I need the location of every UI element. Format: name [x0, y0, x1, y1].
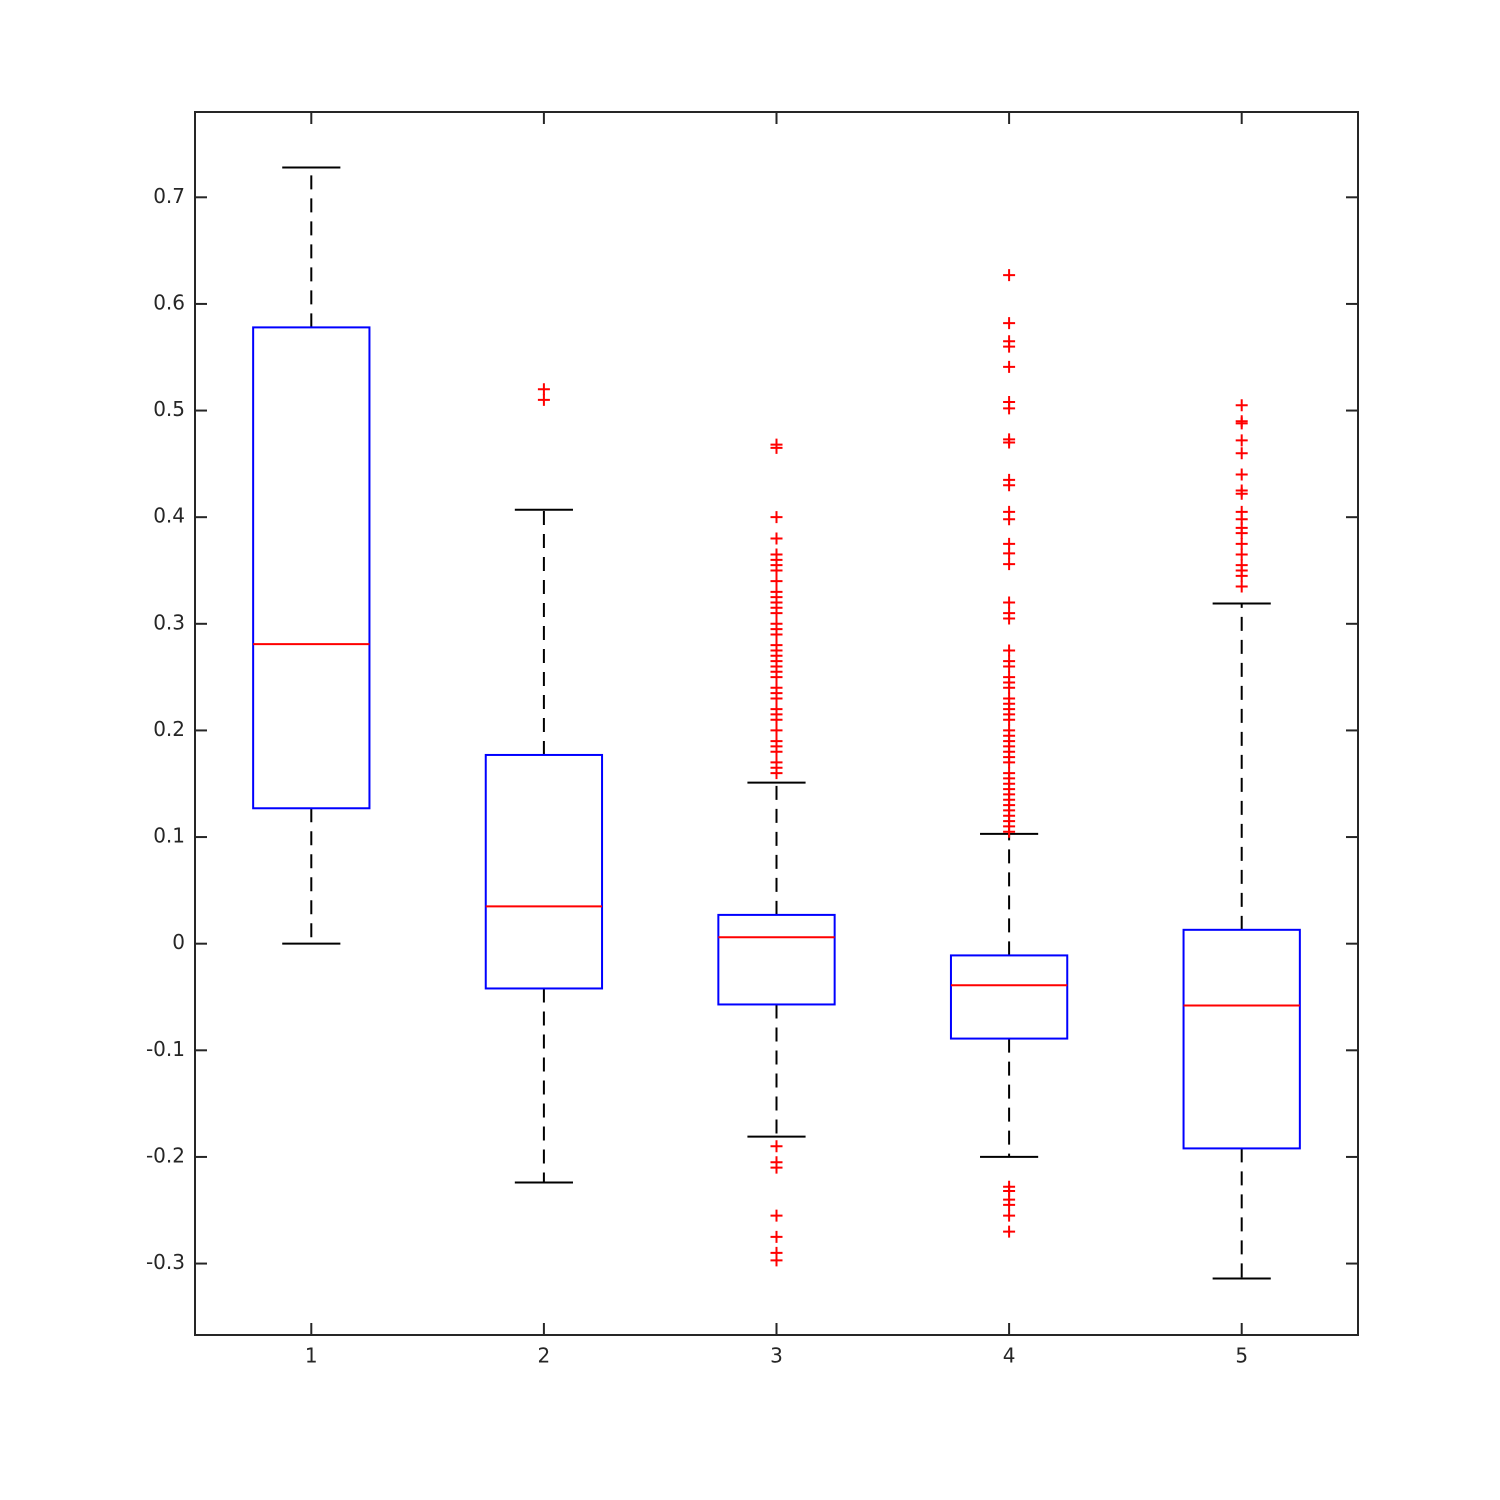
outlier [1003, 433, 1016, 446]
y-tick-label: 0.5 [153, 397, 185, 421]
y-tick-label: 0 [172, 930, 185, 954]
box [1182, 928, 1301, 1150]
x-tick-label: 2 [538, 1344, 551, 1368]
outlier [1235, 505, 1248, 518]
outlier [1235, 415, 1248, 428]
outlier [1003, 1209, 1016, 1222]
outlier [1235, 548, 1248, 561]
outlier [1003, 558, 1016, 571]
outlier [1003, 473, 1016, 486]
outlier [1003, 767, 1016, 780]
outlier [1003, 505, 1016, 518]
outlier [1235, 537, 1248, 550]
outlier [1003, 537, 1016, 550]
outlier [770, 1230, 783, 1243]
outlier [770, 1254, 783, 1267]
outlier [1235, 447, 1248, 460]
outlier [770, 639, 783, 652]
y-tick-label: 0.2 [153, 717, 185, 741]
y-tick-label: 0.1 [153, 824, 185, 848]
outlier [770, 1140, 783, 1153]
y-tick-label: -0.1 [146, 1037, 185, 1061]
outlier [1003, 655, 1016, 668]
outlier [537, 383, 550, 396]
outlier [770, 617, 783, 630]
box [484, 753, 604, 990]
outlier [1003, 317, 1016, 330]
outlier [1003, 335, 1016, 348]
outlier [537, 393, 550, 406]
outlier [770, 1209, 783, 1222]
outlier [1003, 724, 1016, 737]
outlier [770, 756, 783, 769]
outlier [770, 511, 783, 524]
box [717, 913, 836, 1006]
box [252, 326, 371, 810]
outlier [770, 735, 783, 748]
outlier [1235, 468, 1248, 481]
outlier [770, 532, 783, 545]
outlier [770, 438, 783, 451]
x-tick-label: 4 [1003, 1344, 1016, 1368]
outlier [770, 548, 783, 561]
y-tick-label: 0.6 [153, 290, 185, 314]
box [949, 954, 1069, 1040]
outlier [770, 724, 783, 737]
x-tick-label: 1 [305, 1344, 318, 1368]
x-tick-label: 5 [1235, 1344, 1248, 1368]
outlier [1235, 399, 1248, 412]
outlier [1003, 360, 1016, 373]
x-tick-label: 3 [770, 1344, 783, 1368]
outlier [1003, 644, 1016, 657]
y-tick-label: -0.2 [146, 1143, 185, 1167]
outlier [770, 1161, 783, 1174]
outlier [770, 575, 783, 588]
outlier [1003, 269, 1016, 282]
outlier [770, 703, 783, 716]
outlier [1003, 596, 1016, 609]
outlier [770, 681, 783, 694]
y-tick-label: 0.7 [153, 184, 185, 208]
y-tick-label: -0.3 [146, 1250, 185, 1274]
outlier [1003, 1225, 1016, 1238]
outlier [770, 585, 783, 598]
outlier [1235, 434, 1248, 447]
outlier [1235, 580, 1248, 593]
outlier [1003, 671, 1016, 684]
outlier [1003, 692, 1016, 705]
outlier [1003, 396, 1016, 409]
outlier [1235, 559, 1248, 572]
outlier [1003, 1198, 1016, 1211]
outlier [1003, 607, 1016, 620]
y-tick-label: 0.3 [153, 610, 185, 634]
y-tick-label: 0.4 [153, 504, 185, 528]
outlier [1235, 484, 1248, 497]
